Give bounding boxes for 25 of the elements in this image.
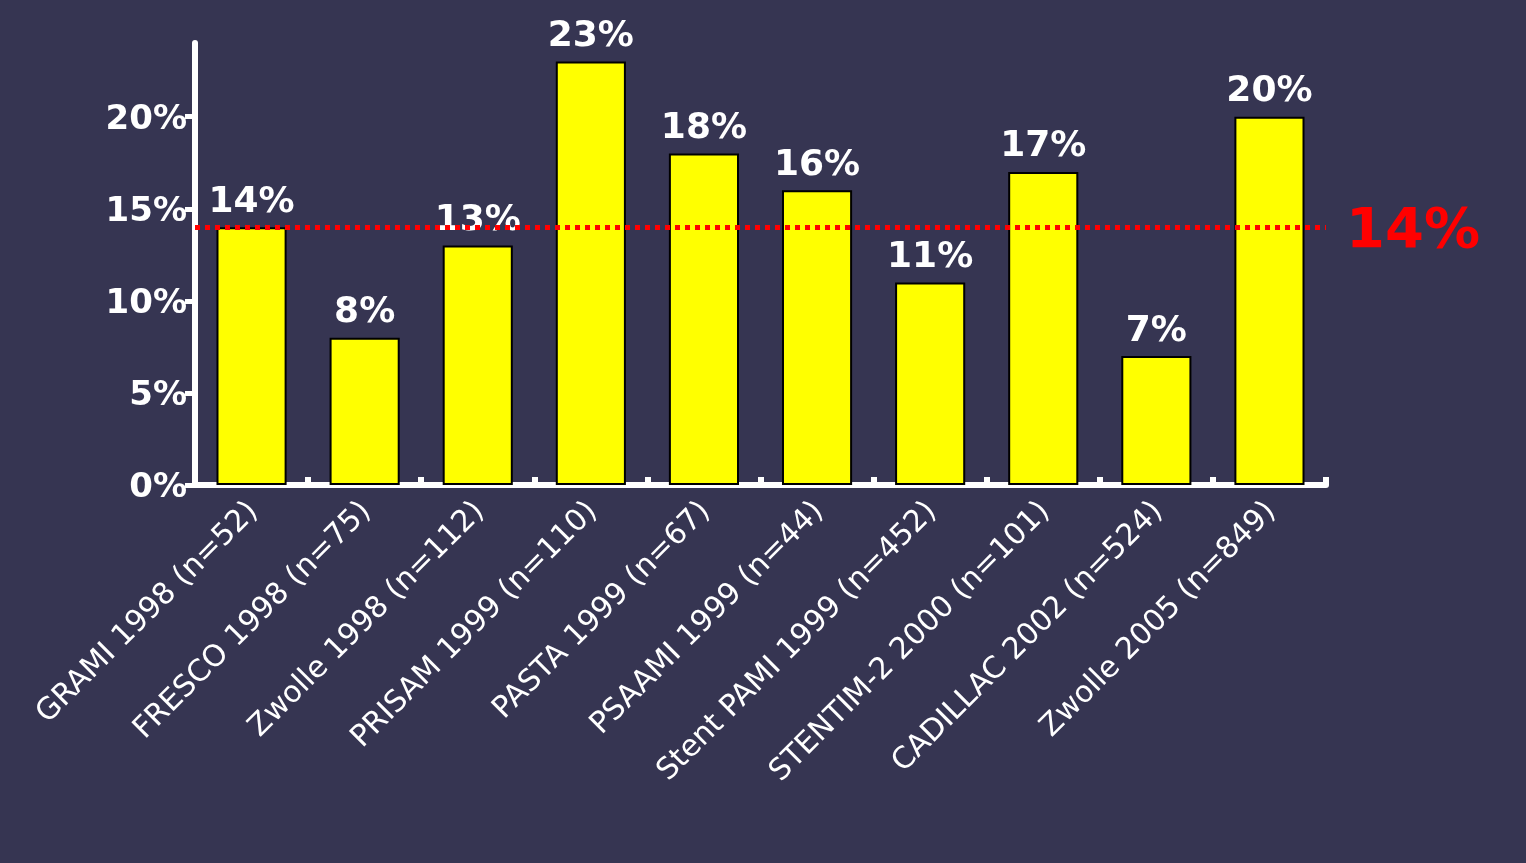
y-tick-label: 20% xyxy=(105,96,187,137)
bar xyxy=(442,245,513,485)
bar xyxy=(1008,171,1079,485)
data-label: 17% xyxy=(1000,123,1087,165)
bar xyxy=(781,190,853,485)
bar xyxy=(1121,356,1192,485)
y-tick-label: 5% xyxy=(129,372,187,413)
bar xyxy=(1234,116,1305,485)
data-label: 18% xyxy=(660,105,748,146)
data-label: 11% xyxy=(887,233,974,275)
y-tick-label: 0% xyxy=(129,465,187,505)
data-label: 8% xyxy=(334,289,396,331)
ref-line-label: 14% xyxy=(1346,194,1481,260)
bar xyxy=(216,227,287,485)
data-label: 16% xyxy=(773,141,861,183)
y-tick-label: 10% xyxy=(105,280,187,321)
bar xyxy=(895,282,966,485)
bar xyxy=(668,153,740,485)
data-label: 23% xyxy=(547,12,634,54)
data-label: 7% xyxy=(1125,307,1187,349)
data-label: 14% xyxy=(208,178,295,220)
data-label: 20% xyxy=(1226,68,1313,110)
bar xyxy=(329,337,400,485)
bar xyxy=(555,61,626,485)
y-tick-label: 15% xyxy=(105,188,187,229)
